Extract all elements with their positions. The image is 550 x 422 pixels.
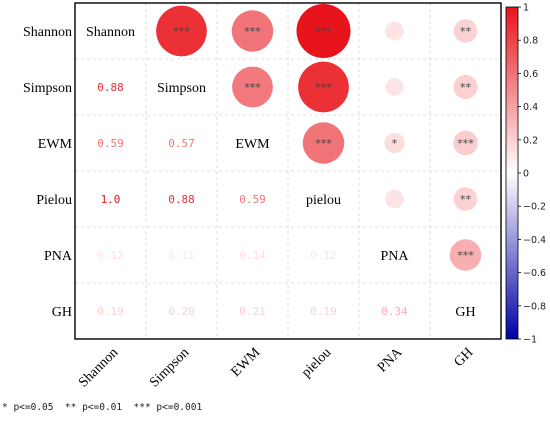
correlation-circle <box>449 239 482 271</box>
colorbar-tick-label: −1 <box>523 335 537 346</box>
coefficient-label: 0.20 <box>168 305 195 318</box>
diagonal-label: GH <box>455 305 475 320</box>
significance-stars: *** <box>173 25 190 38</box>
significance-stars: ** <box>460 81 472 94</box>
row-label: PNA <box>44 249 73 264</box>
colorbar-tick-label: 0.2 <box>523 135 538 146</box>
correlation-circle <box>156 5 207 57</box>
correlation-circle <box>453 74 478 100</box>
diagonal-label: EWM <box>235 137 270 152</box>
diagonal-label: Simpson <box>157 81 206 96</box>
coefficient-label: 0.14 <box>239 249 266 262</box>
correlation-circle <box>453 130 478 156</box>
significance-stars: *** <box>457 137 474 150</box>
column-label: PNA <box>375 345 406 376</box>
colorbar-tick-label: −0.4 <box>523 235 546 246</box>
coefficient-label: 0.57 <box>168 137 195 150</box>
correlation-circle <box>385 21 404 41</box>
coefficient-label: 0.34 <box>381 305 408 318</box>
correlation-circle <box>302 122 345 164</box>
coefficient-label: 0.12 <box>97 249 124 262</box>
significance-stars: *** <box>315 25 332 38</box>
correlation-circle <box>385 189 404 209</box>
row-label: Simpson <box>23 81 72 96</box>
significance-stars: * <box>392 137 398 150</box>
column-label: EWM <box>229 345 264 380</box>
correlation-circle <box>384 132 405 154</box>
coefficient-label: 0.19 <box>97 305 124 318</box>
coefficient-label: 0.21 <box>239 305 266 318</box>
significance-stars: ** <box>460 193 472 206</box>
row-label: EWM <box>38 137 73 152</box>
correlation-circle <box>231 10 274 52</box>
colorbar-tick-label: 1 <box>523 3 529 14</box>
significance-stars: *** <box>315 81 332 94</box>
row-label: Shannon <box>23 25 72 40</box>
coefficient-label: 0.59 <box>239 193 266 206</box>
colorbar-tick-label: 0.6 <box>523 69 538 80</box>
coefficient-label: 0.11 <box>168 249 195 262</box>
diagonal-label: PNA <box>380 249 409 264</box>
significance-stars: ** <box>460 25 472 38</box>
diagonal-label: pielou <box>306 193 341 208</box>
column-label: pielou <box>299 345 334 380</box>
correlation-heatmap: *** *** *** ***** *** ***** * ********ShannonSi… <box>23 2 546 390</box>
coefficient-label: 0.88 <box>97 81 124 94</box>
colorbar-tick-label: −0.2 <box>523 202 546 213</box>
colorbar-tick-label: 0 <box>523 169 529 180</box>
correlation-circle <box>385 78 404 96</box>
correlation-circle <box>453 187 478 211</box>
coefficient-label: 0.19 <box>310 305 337 318</box>
colorbar-tick-label: 0.8 <box>523 36 538 47</box>
diagonal-label: Shannon <box>86 25 135 40</box>
column-label: Simpson <box>147 345 192 390</box>
significance-stars: *** <box>315 137 332 150</box>
plot-frame <box>74 2 502 340</box>
correlation-circle <box>298 61 349 113</box>
significance-footnote: * p<=0.05 ** p<=0.01 *** p<=0.001 <box>2 402 203 413</box>
coefficient-label: 1.0 <box>101 193 121 206</box>
row-label: Pielou <box>36 193 72 208</box>
column-label: GH <box>451 345 476 370</box>
colorbar-tick-label: −0.8 <box>523 301 546 312</box>
significance-stars: *** <box>244 25 261 38</box>
coefficient-label: 0.12 <box>310 249 337 262</box>
colorbar <box>505 6 519 340</box>
correlation-circle <box>453 19 478 43</box>
correlation-circle <box>296 4 351 58</box>
correlation-circle <box>232 66 273 108</box>
coefficient-label: 0.59 <box>97 137 124 150</box>
significance-stars: *** <box>244 81 261 94</box>
row-label: GH <box>52 305 72 320</box>
column-label: Shannon <box>76 345 121 390</box>
significance-stars: *** <box>457 249 474 262</box>
coefficient-label: 0.88 <box>168 193 195 206</box>
colorbar-tick-label: −0.6 <box>523 268 546 279</box>
colorbar-tick-label: 0.4 <box>523 102 538 113</box>
